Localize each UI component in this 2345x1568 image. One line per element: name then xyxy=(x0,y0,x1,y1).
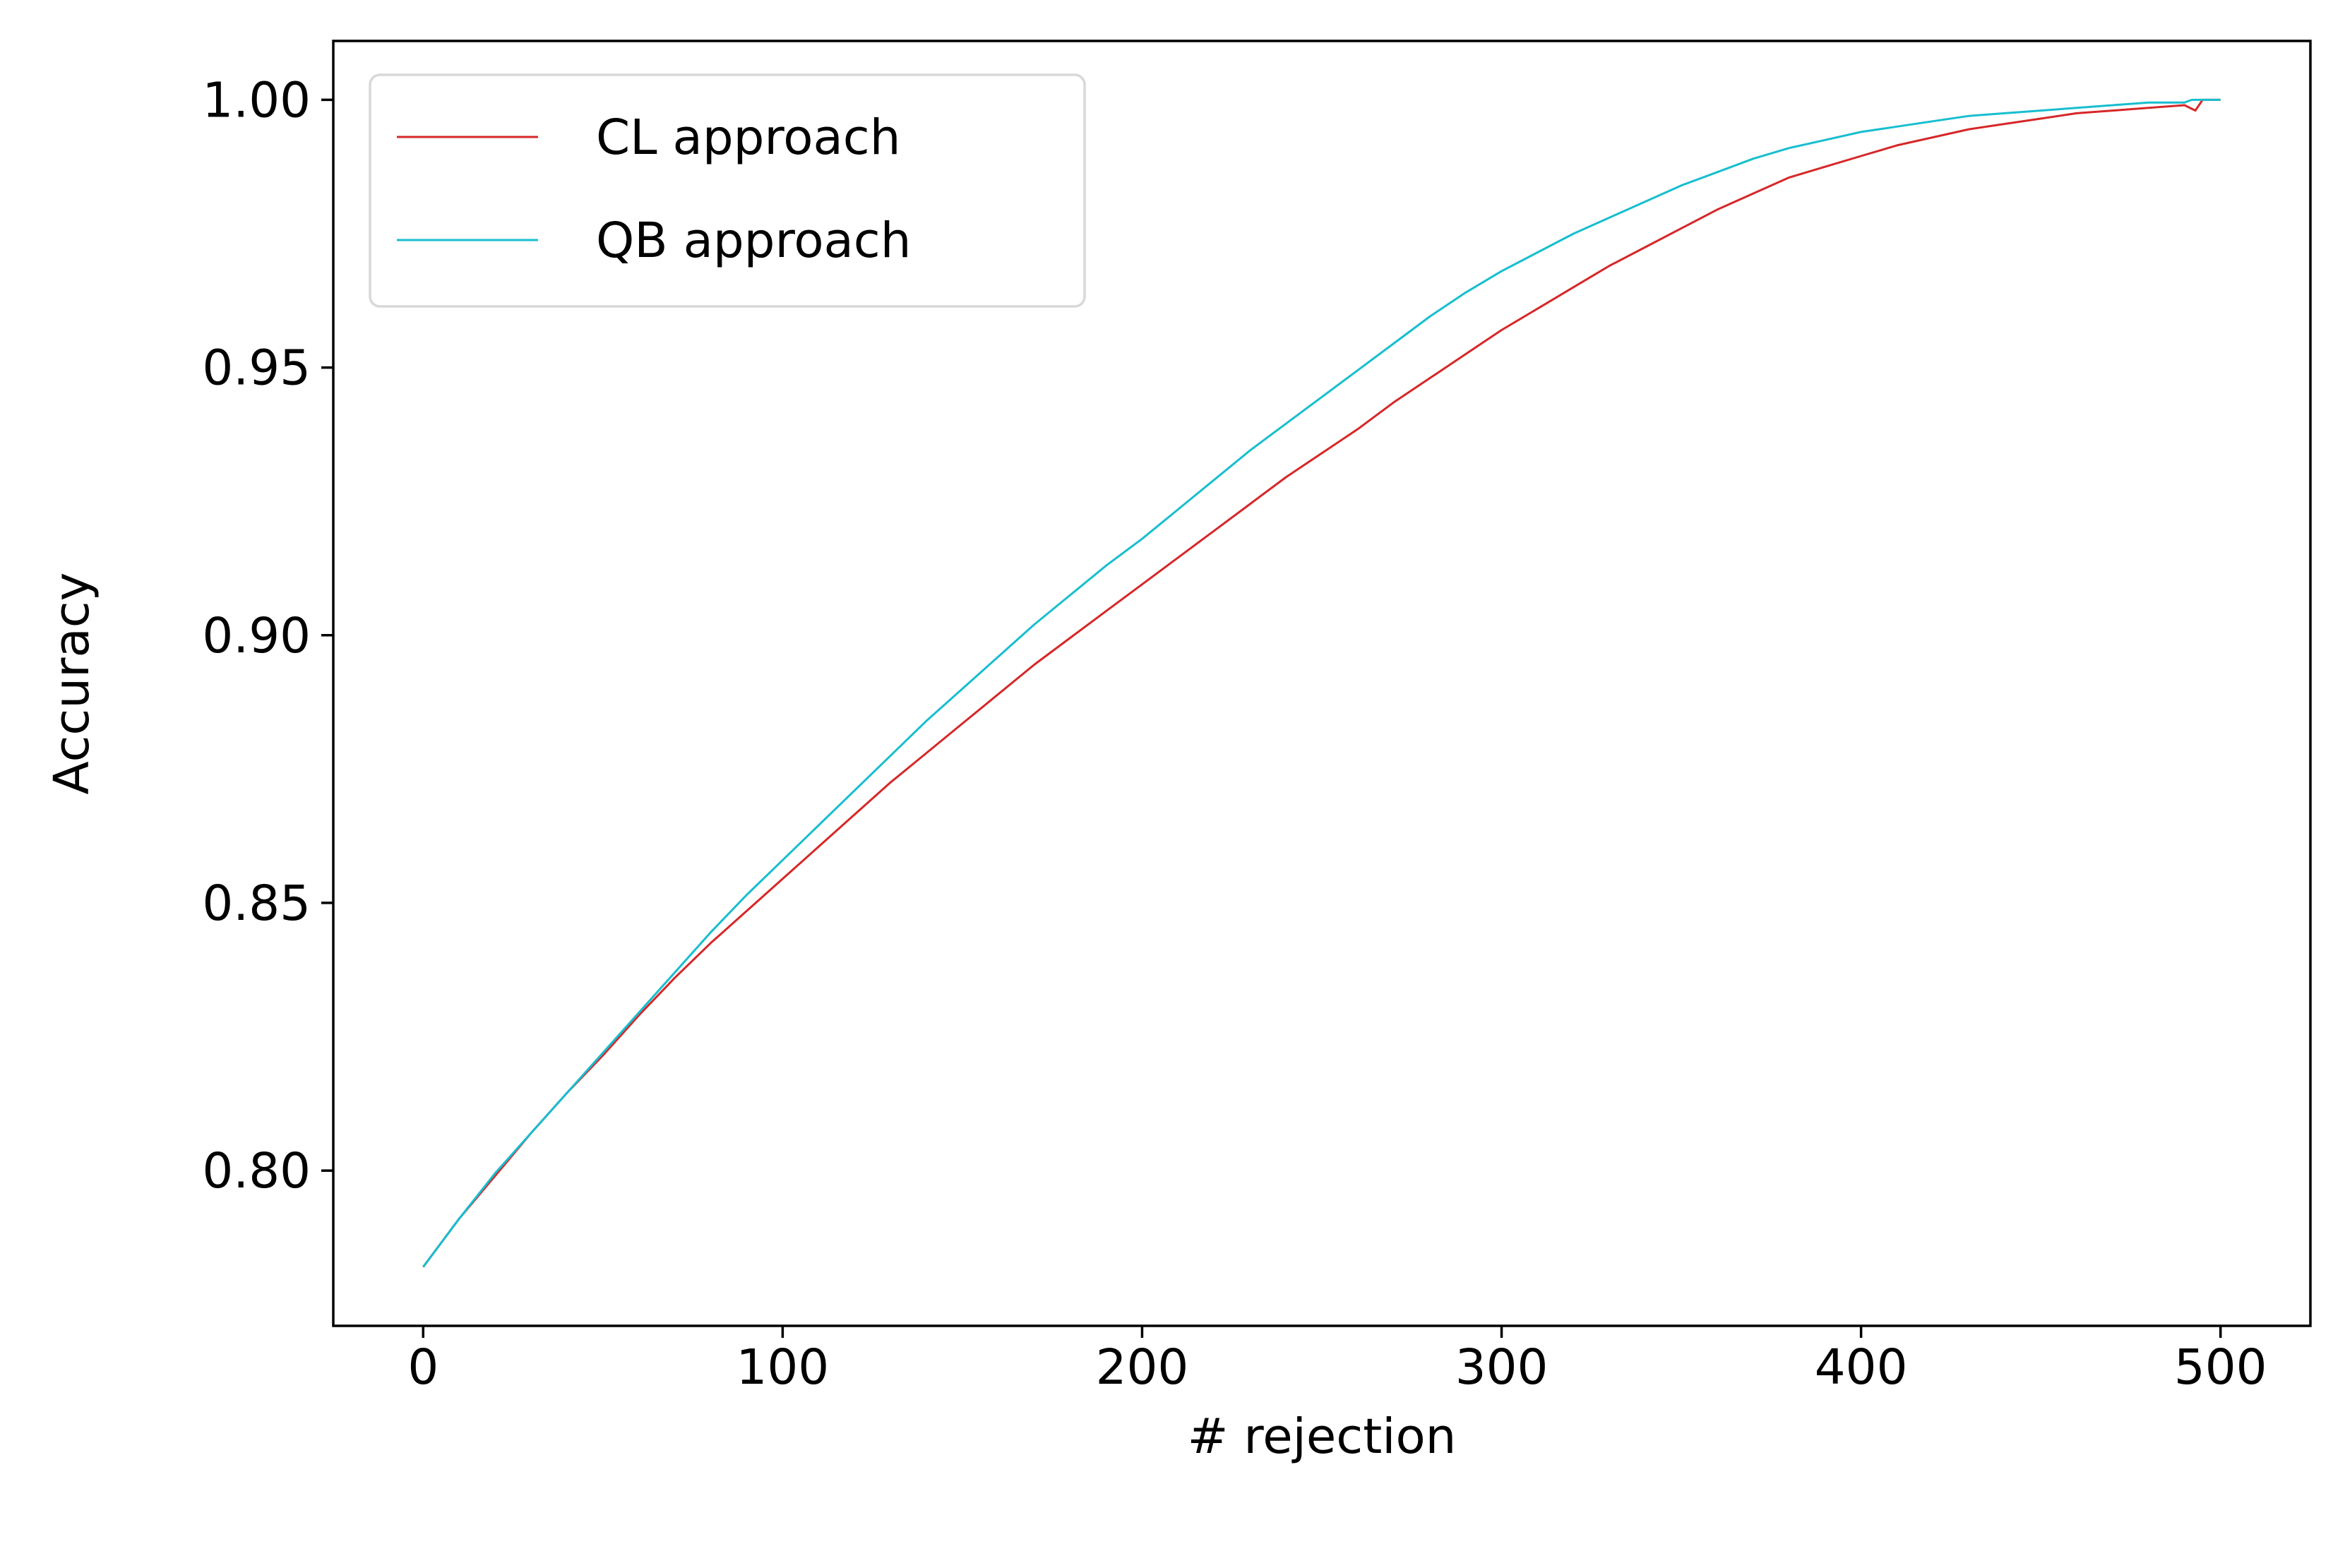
plot-frame xyxy=(332,40,2312,1327)
y-tick-label: 0.80 xyxy=(202,1143,311,1199)
series-line-1 xyxy=(422,98,2221,1268)
y-tick-label: 0.90 xyxy=(202,608,311,664)
x-tick-label: 500 xyxy=(2174,1339,2267,1396)
x-tick-label: 200 xyxy=(1096,1339,1189,1396)
legend-box xyxy=(369,73,1086,308)
x-tick-label: 400 xyxy=(1815,1339,1908,1396)
x-axis-label: # rejection xyxy=(1188,1408,1457,1465)
legend-label-1: CL approach xyxy=(596,109,900,166)
x-tick-label: 300 xyxy=(1455,1339,1549,1396)
y-tick-label: 0.95 xyxy=(202,340,311,397)
y-axis-label: Accuracy xyxy=(44,572,100,794)
y-tick-label: 1.00 xyxy=(202,72,311,128)
x-tick-label: 100 xyxy=(736,1339,830,1396)
x-tick-label: 0 xyxy=(407,1339,438,1396)
y-tick-label: 0.85 xyxy=(202,875,311,932)
legend-label-2: QB approach xyxy=(596,213,911,269)
series-line-2 xyxy=(422,98,2221,1268)
